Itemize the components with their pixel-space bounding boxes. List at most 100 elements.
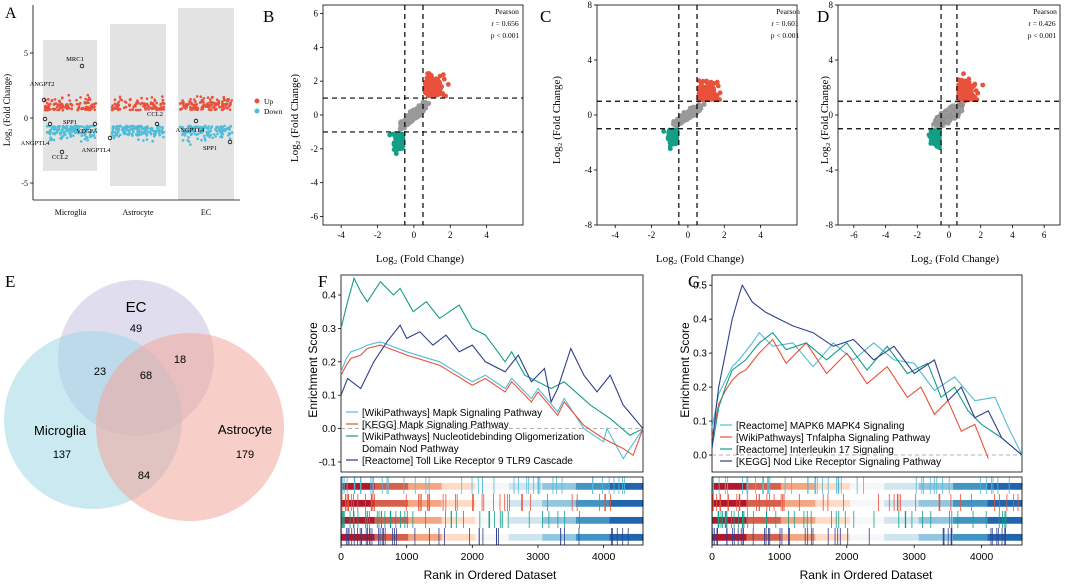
gene-point — [673, 119, 678, 124]
gene-point — [43, 108, 47, 112]
gene-point — [133, 103, 137, 107]
gene-point — [52, 138, 56, 142]
gene-point — [136, 134, 139, 137]
gene-point — [81, 107, 85, 110]
y-tick-label: -5 — [21, 179, 28, 188]
gene-point — [661, 129, 667, 134]
gene-point — [162, 102, 166, 105]
gene-point — [681, 117, 686, 123]
gene-annotation: CCL2 — [147, 111, 163, 118]
y-axis-title: Log₂ (Fold Change) — [2, 74, 12, 146]
gene-point — [227, 132, 231, 135]
gene-point — [699, 83, 705, 89]
gene-point — [52, 103, 56, 106]
rank-gradient-cell — [746, 499, 782, 507]
pearson-r: r = 0.656 — [491, 19, 519, 28]
venn-set-label: EC — [126, 299, 147, 316]
gene-point — [207, 125, 211, 128]
rank-gradient-cell — [987, 482, 1023, 490]
rank-gradient-cell — [508, 499, 543, 507]
gene-point — [134, 108, 138, 112]
gene-point — [129, 97, 132, 101]
pearson-title: Pearson — [495, 7, 519, 16]
gene-point — [206, 134, 209, 137]
gene-point — [179, 108, 182, 111]
gene-point — [53, 98, 57, 101]
y-axis-title: Log₂ (Fold Change) — [551, 76, 563, 164]
rank-gradient-cell — [475, 533, 510, 541]
gene-point — [57, 125, 60, 128]
y-tick-label: -8 — [826, 220, 834, 230]
gene-point — [200, 105, 204, 109]
venn-region-count: 23 — [94, 366, 106, 378]
gene-annotation: CCL2 — [52, 154, 68, 161]
gene-point — [229, 101, 232, 104]
gene-point — [436, 89, 442, 95]
rank-gradient-cell — [953, 499, 989, 507]
gene-point — [220, 108, 224, 112]
panel-label-g: G — [688, 272, 700, 291]
rank-gradient-cell — [575, 533, 610, 541]
gene-point — [114, 131, 117, 135]
gene-point — [84, 129, 88, 133]
gene-annotation: ANGPTL4 — [82, 147, 112, 154]
rank-gradient-cell — [374, 482, 409, 490]
rank-gradient-cell — [542, 533, 577, 541]
panel-a-plot: Microglia Astrocyte EC -5 0 5 Log₂ (Fold Chan… — [2, 5, 283, 217]
gene-point — [697, 106, 703, 111]
gene-point — [207, 108, 211, 111]
rank-gradient-cell — [918, 499, 954, 507]
x-tick-label: 2000 — [835, 551, 859, 563]
y-tick-label: 0.2 — [693, 383, 707, 394]
category-label: EC — [201, 208, 211, 217]
gene-point — [128, 108, 132, 112]
rank-gradient-cell — [780, 499, 816, 507]
gene-point — [195, 107, 199, 110]
gene-point — [155, 101, 158, 105]
gene-point — [127, 103, 131, 106]
rank-gradient-cell — [542, 482, 577, 490]
gene-point — [47, 98, 50, 101]
gene-point — [72, 134, 75, 137]
gene-point — [58, 100, 62, 104]
gene-point — [92, 133, 96, 137]
gene-point — [117, 135, 120, 138]
enrichment-line — [340, 324, 644, 429]
enrichment-line — [711, 283, 1023, 456]
rank-gradient-cell — [441, 533, 476, 541]
legend-swatch — [254, 98, 260, 104]
points — [387, 71, 451, 157]
rank-gradient-cell — [746, 516, 782, 524]
gene-point — [192, 106, 195, 110]
y-tick-label: -0.1 — [319, 457, 337, 468]
gene-point — [112, 136, 116, 140]
gene-point — [393, 151, 399, 157]
gene-point — [162, 107, 165, 111]
rank-gradient-cell — [341, 482, 376, 490]
gene-point — [70, 103, 74, 107]
pearson-title: Pearson — [776, 7, 800, 16]
gene-point — [980, 82, 986, 88]
gene-point — [53, 126, 57, 130]
gene-point — [149, 131, 152, 134]
gene-point — [205, 130, 208, 134]
gene-point — [225, 98, 228, 102]
gene-point — [111, 104, 114, 107]
rank-gradient-cell — [441, 516, 476, 524]
gene-point — [132, 124, 135, 128]
gene-point — [697, 89, 703, 94]
gene-point — [49, 108, 52, 111]
gene-point — [209, 104, 212, 107]
y-axis-title: Enrichment Score — [306, 322, 320, 418]
enrichment-line — [340, 344, 644, 457]
y-axis-title: Log₂ (Fold Change) — [289, 74, 301, 162]
panel-d-plot: Pearson r = 0.426 p < 0.001 Log₂ (Fold C… — [819, 0, 1061, 265]
rank-gradient-cell — [508, 482, 543, 490]
x-tick-label: -4 — [611, 230, 619, 240]
pearson-title: Pearson — [1033, 7, 1057, 16]
gene-point — [83, 133, 86, 137]
gene-point — [153, 99, 157, 103]
x-tick-label: -6 — [850, 230, 858, 240]
rank-gradient-cell — [441, 499, 476, 507]
legend-label: [WikiPathways] Tnfalpha Signaling Pathwa… — [736, 433, 930, 444]
